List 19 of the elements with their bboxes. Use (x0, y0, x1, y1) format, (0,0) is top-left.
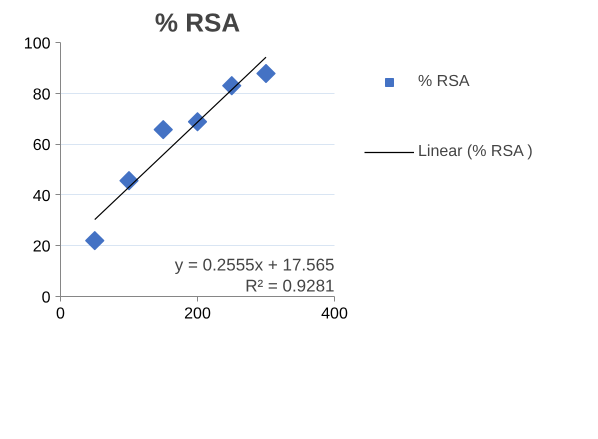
x-tick-label: 200 (184, 306, 211, 322)
point (119, 170, 139, 190)
y-tick-label: 100 (24, 36, 51, 52)
y-tick-label: 20 (32, 238, 51, 256)
legend-label: Linear (% RSA ) (418, 143, 533, 161)
point (188, 112, 208, 132)
chart-title: % RSA (154, 8, 240, 38)
y-tick-label: 0 (42, 290, 51, 306)
x-tick-label: 400 (321, 306, 348, 322)
y-tick-label: 80 (32, 86, 51, 104)
legend-label: % RSA (418, 73, 470, 91)
y-tick-label: 40 (32, 188, 51, 205)
point (85, 230, 104, 250)
point (256, 64, 276, 84)
y-tick-label: 60 (32, 137, 51, 154)
annotation: y = 0.2555x + 17.565 (174, 256, 335, 274)
point (154, 120, 173, 140)
annotation: R² = 0.9281 (245, 276, 335, 296)
x-tick-label: 0 (56, 306, 66, 322)
